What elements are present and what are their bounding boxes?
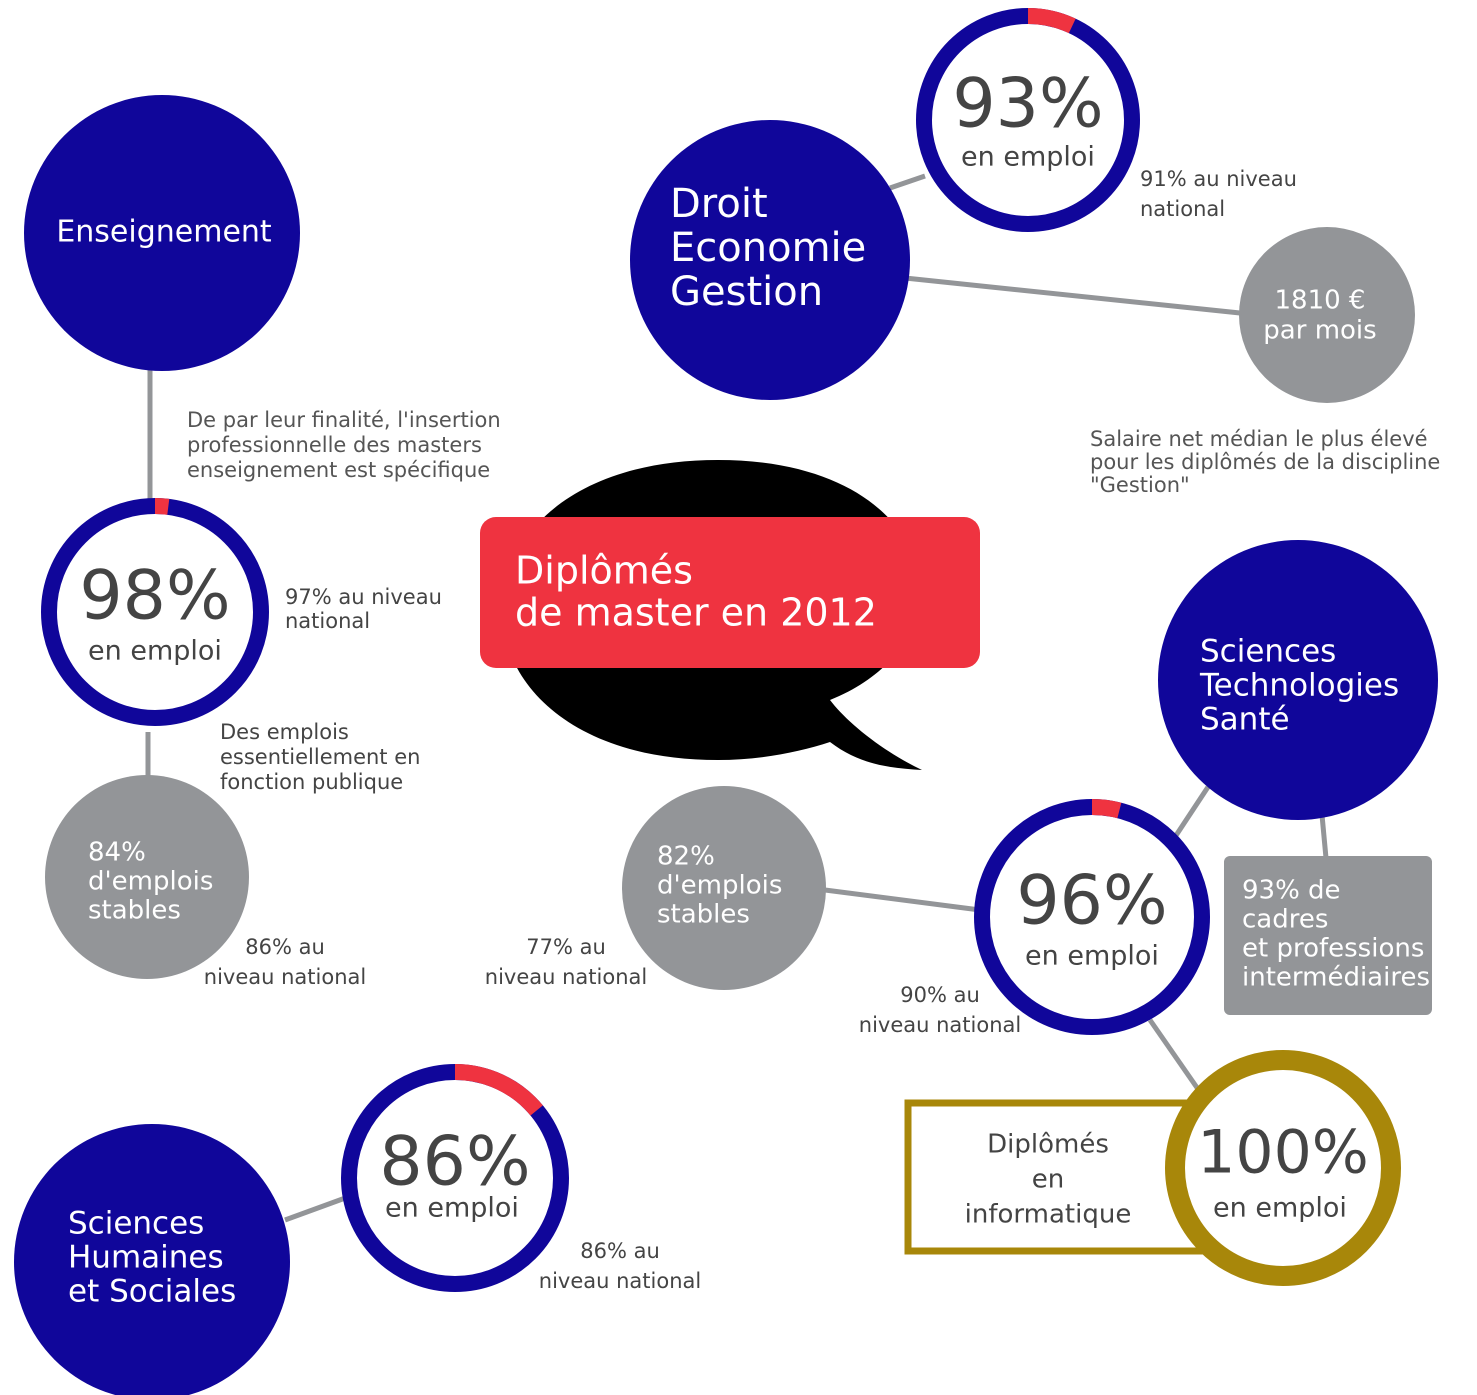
- rate: 93%: [952, 65, 1103, 144]
- rate-caption: en emploi: [1213, 1193, 1347, 1224]
- ring-gap: [1027, 8, 1076, 34]
- label: Des emplois: [220, 720, 349, 744]
- discipline: [24, 95, 300, 371]
- stat-box: [1224, 856, 1432, 1015]
- label: fonction publique: [220, 770, 403, 794]
- discipline-name: Sciences: [68, 1206, 204, 1242]
- rate-caption: en emploi: [1025, 941, 1159, 972]
- discipline-name: Santé: [1200, 702, 1290, 738]
- connector: [824, 887, 981, 913]
- discipline-name: Economie: [670, 225, 866, 271]
- discipline-name: Technologies: [1199, 668, 1399, 704]
- label: stables: [88, 896, 181, 926]
- label: national: [285, 609, 370, 633]
- discipline: [14, 1124, 290, 1395]
- connector: [889, 173, 926, 191]
- rate: 100%: [1197, 1118, 1369, 1188]
- label: niveau national: [859, 1013, 1021, 1037]
- label: De par leur finalité, l'insertion: [187, 408, 501, 432]
- discipline: [630, 120, 910, 400]
- discipline: [1158, 540, 1438, 820]
- label: 86% au: [245, 935, 325, 959]
- label: 97% au niveau: [285, 585, 442, 609]
- discipline-name: Droit: [670, 181, 768, 227]
- discipline-name: Humaines: [68, 1240, 224, 1276]
- discipline-name: et Sociales: [68, 1274, 236, 1310]
- label: cadres: [1242, 905, 1328, 935]
- label: 1810 €: [1275, 286, 1366, 316]
- connector: [1147, 1018, 1203, 1094]
- title-box: [480, 517, 980, 668]
- label: 77% au: [526, 935, 606, 959]
- label: informatique: [965, 1200, 1132, 1230]
- rate: 98%: [79, 557, 230, 636]
- discipline-name: Gestion: [670, 269, 823, 315]
- label: pour les diplômés de la discipline: [1090, 450, 1440, 474]
- label: 82%: [657, 842, 715, 872]
- label: "Gestion": [1090, 473, 1190, 497]
- connector: [1319, 814, 1329, 859]
- rate: 96%: [1016, 862, 1167, 941]
- label: Salaire net médian le plus élevé: [1090, 427, 1428, 451]
- label: 84%: [88, 838, 146, 868]
- label: essentiellement en: [220, 745, 420, 769]
- stat-circle: [45, 775, 249, 979]
- ring-gap: [454, 1064, 543, 1116]
- connector: [904, 275, 1241, 316]
- stat-circle: [622, 786, 826, 990]
- connector: [284, 1194, 349, 1223]
- label: intermédiaires: [1242, 963, 1430, 993]
- label: stables: [657, 900, 750, 930]
- label: d'emplois: [88, 867, 213, 897]
- label: 91% au niveau: [1140, 167, 1297, 191]
- rate: 86%: [379, 1123, 530, 1202]
- label: niveau national: [485, 965, 647, 989]
- connector: [1170, 785, 1211, 842]
- label: d'emplois: [657, 871, 782, 901]
- rate-caption: en emploi: [385, 1193, 519, 1224]
- label: niveau national: [539, 1269, 701, 1293]
- rate-caption: en emploi: [961, 142, 1095, 173]
- label: 86% au: [580, 1239, 660, 1263]
- discipline-name: Enseignement: [56, 215, 272, 250]
- label: enseignement est spécifique: [187, 458, 490, 482]
- ring-gap: [1091, 799, 1122, 819]
- label: Diplômés: [987, 1130, 1109, 1160]
- label: professionnelle des masters: [187, 433, 482, 457]
- discipline-name: Sciences: [1200, 634, 1336, 670]
- label: en: [1032, 1165, 1064, 1195]
- title: Diplômés: [515, 549, 693, 593]
- label: et professions: [1242, 934, 1424, 964]
- stat-circle: [1239, 227, 1415, 403]
- label: 93% de: [1242, 876, 1341, 906]
- label: national: [1140, 197, 1225, 221]
- label: niveau national: [204, 965, 366, 989]
- title: de master en 2012: [515, 591, 877, 635]
- ring: [1165, 1050, 1401, 1286]
- ring-gap: [154, 498, 170, 515]
- label: 90% au: [900, 983, 980, 1007]
- label: par mois: [1263, 316, 1376, 346]
- rate-caption: en emploi: [88, 636, 222, 667]
